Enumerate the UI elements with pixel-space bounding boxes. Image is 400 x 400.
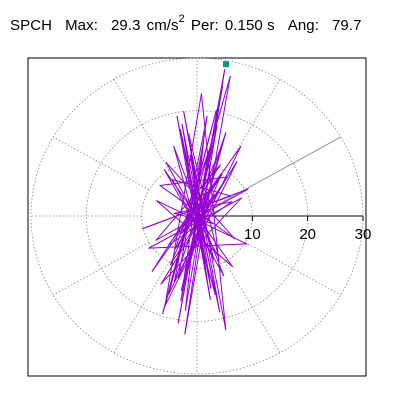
trace-segment (156, 200, 233, 268)
max-unit-exponent: 2 (178, 13, 185, 25)
grid-spoke-300 (224, 261, 281, 354)
per-label: Per: (190, 17, 219, 34)
trace-segment (142, 195, 232, 230)
trace-segment (177, 140, 205, 279)
direction-line (196, 136, 341, 217)
trace-segment (151, 164, 221, 272)
trace-segment (164, 93, 202, 307)
ang-value: 79.7 (331, 17, 362, 34)
grid-spoke-150 (53, 136, 150, 191)
trace-segment (188, 133, 207, 276)
max-unit: cm/s (146, 17, 179, 34)
trace-segment (173, 145, 216, 295)
trace-segment (184, 140, 205, 311)
trace-segment (200, 93, 227, 331)
max-label: Max: (65, 17, 98, 34)
trace-segment (173, 212, 213, 224)
trace-segment (159, 176, 228, 186)
trace-segment (148, 243, 248, 249)
trace-segment (167, 201, 233, 246)
grid-spoke-120 (113, 78, 170, 171)
grid-spoke-60 (224, 78, 281, 171)
trace-segment (160, 161, 238, 285)
station-code: SPCH (10, 17, 53, 34)
trace-segment (169, 148, 222, 265)
chart-header: SPCH Max: 29.3 cm/s2 Per: 0.150 s Ang: 79.7 (10, 14, 362, 35)
grid-spoke-240 (113, 261, 170, 354)
trace-segment (165, 161, 236, 240)
marker-layer (222, 61, 229, 68)
trace-segment (163, 169, 225, 277)
per-value: 0.150 s (224, 17, 275, 34)
trace-segment (184, 125, 218, 311)
peak-marker (222, 61, 229, 68)
tick-label-30: 30 (355, 226, 372, 243)
trace-segment (173, 201, 233, 214)
tick-label-10: 10 (244, 226, 261, 243)
trace-segment (176, 115, 207, 276)
trace-segment (184, 75, 231, 335)
tick-label-20: 20 (299, 226, 316, 243)
trace-segment (177, 172, 223, 279)
radial-axis: 10 20 30 (196, 136, 372, 243)
trace-layer (142, 69, 249, 335)
trace-segment (188, 133, 220, 258)
trace-segment (169, 176, 228, 265)
trace-segment (196, 215, 201, 222)
ang-label: Ang: (287, 17, 319, 34)
grid-spoke-210 (53, 241, 150, 296)
grid-spoke-330 (244, 241, 341, 296)
trace-segment (187, 204, 213, 224)
max-value: 29.3 (110, 17, 141, 34)
